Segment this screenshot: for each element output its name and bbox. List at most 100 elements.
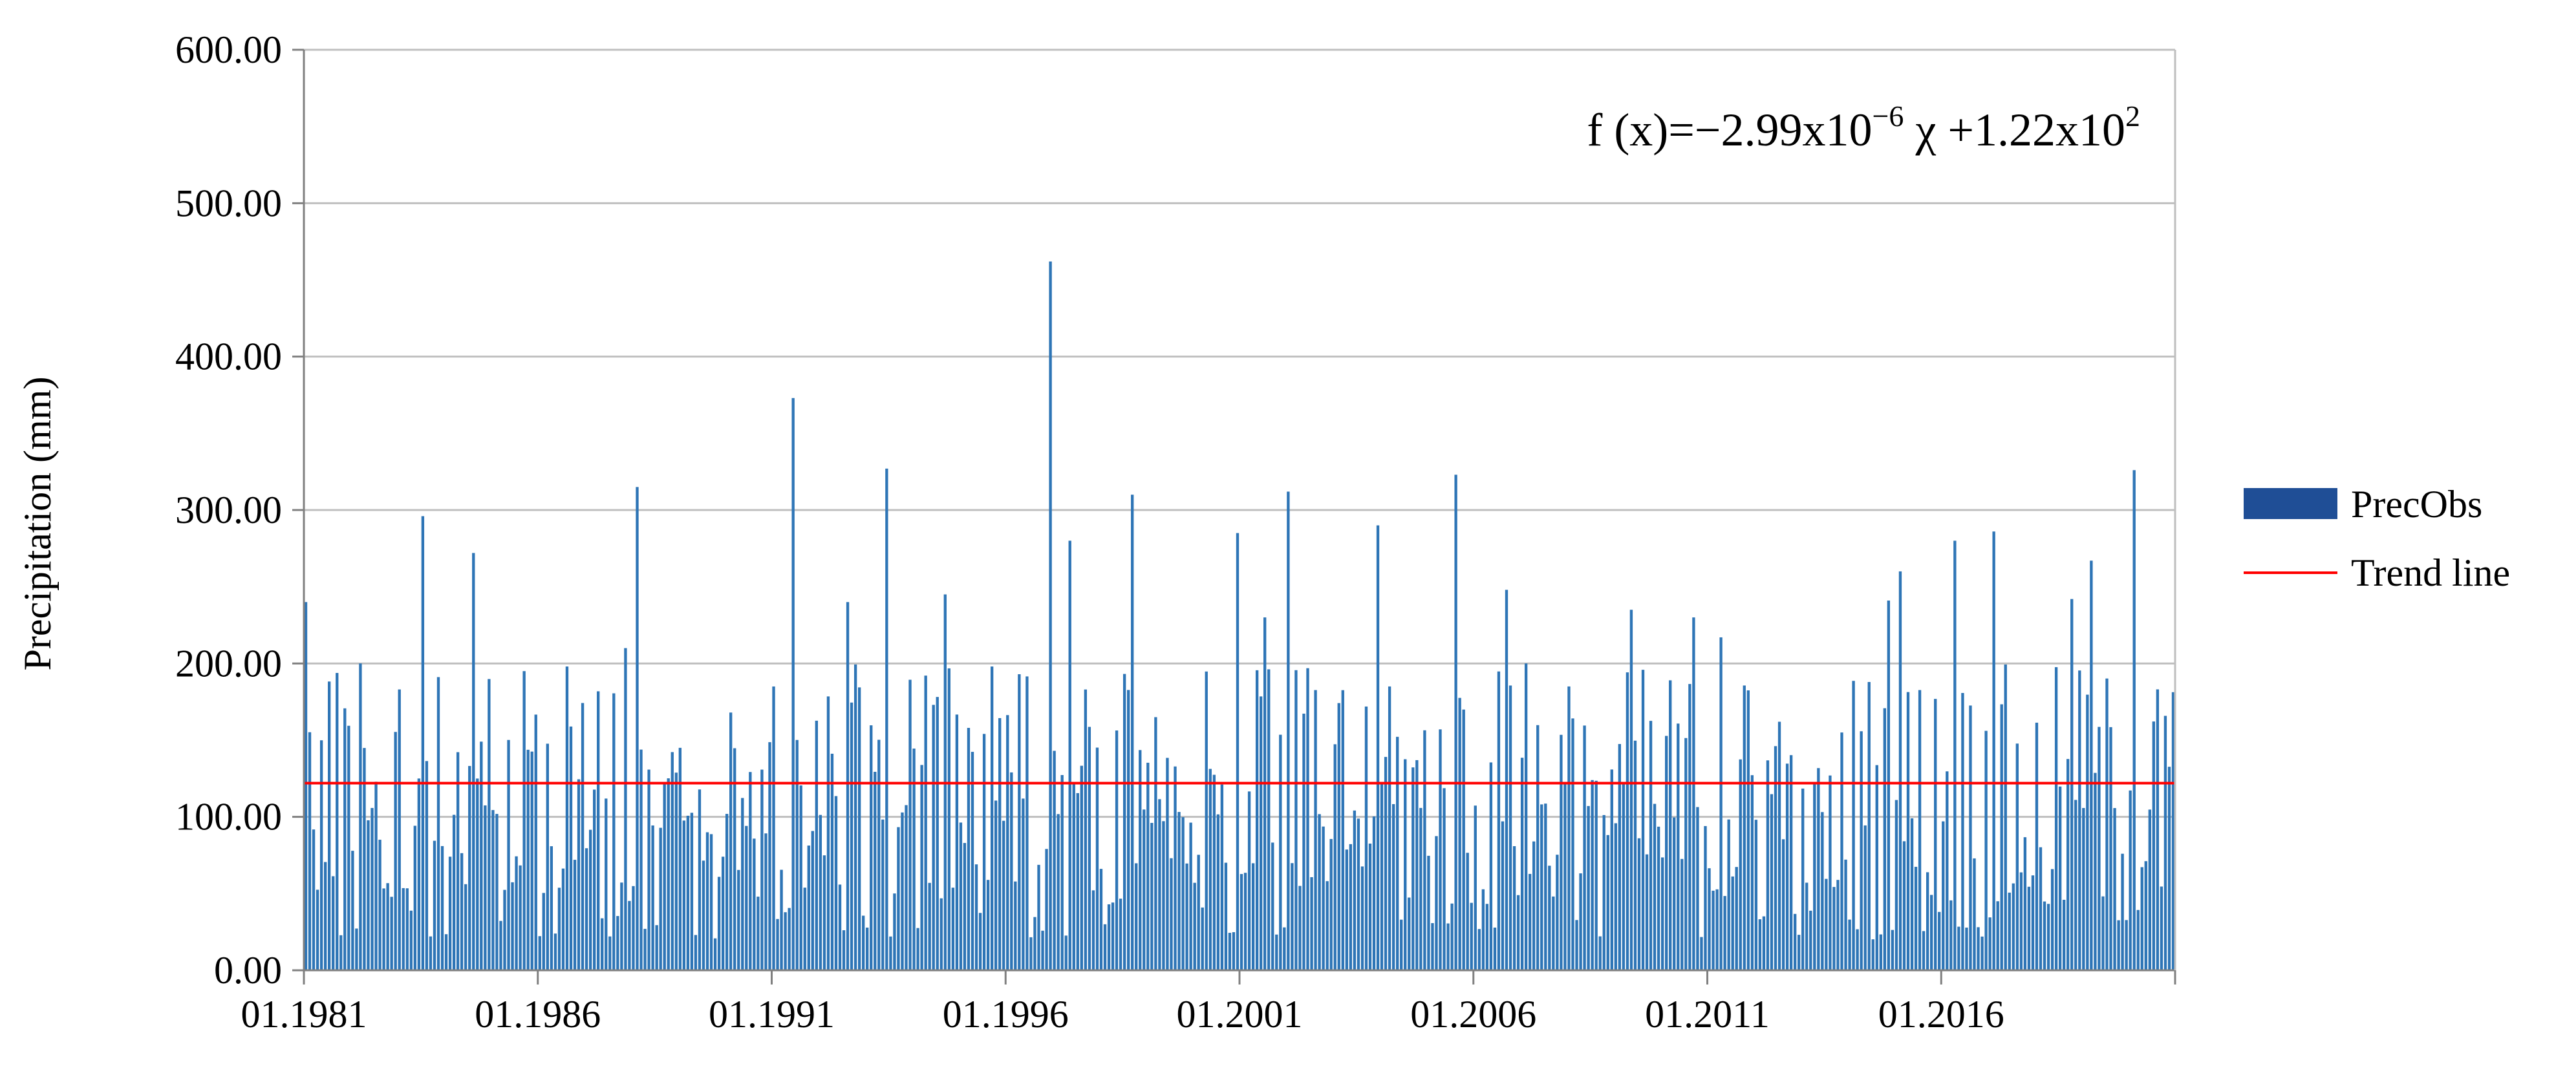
y-tick-label: 600.00 xyxy=(175,28,282,71)
bar-precobs xyxy=(402,888,405,970)
bar-precobs xyxy=(1817,768,1820,970)
bar-precobs xyxy=(1556,855,1559,970)
bar-precobs xyxy=(1984,730,1988,970)
y-tick-labels: 0.00 100.00 200.00 300.00 400.00 500.00 600.00 xyxy=(175,28,282,992)
bar-precobs xyxy=(1840,732,1843,970)
bar-precobs xyxy=(624,648,627,970)
y-tick-label: 300.00 xyxy=(175,489,282,531)
bar-precobs xyxy=(1649,721,1653,970)
bar-precobs xyxy=(1275,934,1278,970)
bar-precobs xyxy=(2113,808,2116,970)
bar-precobs xyxy=(316,889,319,970)
bar-precobs xyxy=(857,687,861,970)
bar-precobs xyxy=(632,886,635,970)
bar-precobs xyxy=(795,740,799,970)
bar-precobs xyxy=(2027,886,2031,970)
bar-precobs xyxy=(982,734,986,970)
trend-equation-exp2: 2 xyxy=(2125,100,2140,133)
bar-precobs xyxy=(515,856,518,970)
bar-precobs xyxy=(955,714,959,970)
bar-precobs xyxy=(1938,911,1941,970)
bar-precobs xyxy=(1263,617,1267,970)
bar-precobs xyxy=(1591,780,1594,970)
bar-precobs xyxy=(413,825,417,970)
bar-precobs xyxy=(476,778,479,970)
bar-precobs xyxy=(1474,805,1477,970)
legend-swatch-precobs xyxy=(2244,488,2337,519)
bar-precobs xyxy=(561,868,565,970)
bar-precobs xyxy=(1618,743,1622,970)
bar-precobs xyxy=(1848,919,1851,970)
bar-precobs xyxy=(588,829,592,970)
bar-precobs xyxy=(526,749,530,970)
bar-precobs xyxy=(928,882,931,970)
bar-precobs xyxy=(2086,694,2089,970)
bar-precobs xyxy=(1154,717,1157,970)
bar-precobs xyxy=(1107,904,1111,970)
bar-precobs xyxy=(534,714,537,970)
bar-precobs xyxy=(1969,705,1972,970)
bar-precobs xyxy=(1798,935,1801,970)
bar-precobs xyxy=(1189,822,1192,970)
bar-precobs xyxy=(877,740,881,970)
bar-precobs xyxy=(1310,877,1313,970)
bar-precobs xyxy=(351,851,354,970)
bar-precobs xyxy=(1018,674,1021,970)
bar-precobs xyxy=(1567,686,1571,970)
bar-precobs xyxy=(1918,690,1922,970)
bar-precobs xyxy=(557,888,561,970)
bar-precobs xyxy=(491,810,495,970)
bar-precobs xyxy=(417,778,421,970)
bar-precobs xyxy=(1657,826,1660,970)
bar-precobs xyxy=(1158,799,1161,970)
bar-precobs xyxy=(1614,823,1617,970)
bar-precobs xyxy=(1563,783,1567,970)
x-tick-label: 01.1991 xyxy=(709,993,835,1036)
bar-precobs xyxy=(323,862,327,970)
bar-precobs xyxy=(1318,814,1321,970)
bar-precobs xyxy=(1045,849,1048,970)
bar-precobs xyxy=(1677,723,1680,970)
bar-precobs xyxy=(1053,750,1056,970)
bar-precobs xyxy=(421,516,425,970)
bar-precobs xyxy=(1598,936,1602,970)
bar-precobs xyxy=(1357,818,1360,970)
bar-precobs xyxy=(986,880,990,970)
bar-precobs xyxy=(1852,681,1855,970)
bar-precobs xyxy=(601,918,604,970)
y-tick-label: 200.00 xyxy=(175,642,282,685)
bar-precobs xyxy=(1821,812,1824,970)
bar-precobs xyxy=(343,708,347,970)
bar-precobs xyxy=(639,749,643,970)
bar-precobs xyxy=(1415,760,1419,970)
bar-precobs xyxy=(1080,765,1083,970)
bar-precobs xyxy=(2148,809,2151,970)
bar-precobs xyxy=(1224,862,1228,970)
bar-precobs xyxy=(1606,835,1609,970)
bar-precobs xyxy=(530,751,533,970)
bar-precobs xyxy=(788,908,791,970)
bar-precobs xyxy=(1727,819,1730,970)
bar-precobs xyxy=(1243,873,1247,970)
bar-precobs xyxy=(1068,540,1071,970)
bar-precobs xyxy=(850,702,853,970)
bar-precobs xyxy=(1240,874,1243,970)
bar-precobs xyxy=(1283,927,1286,970)
bar-precobs xyxy=(874,771,877,970)
bar-precobs xyxy=(1505,590,1508,970)
bar-precobs xyxy=(1992,531,1995,970)
bar-precobs xyxy=(1408,897,1411,970)
bar-precobs xyxy=(2039,847,2043,970)
bar-precobs xyxy=(511,882,514,970)
bar-precobs xyxy=(1575,920,1578,970)
y-tick-label: 500.00 xyxy=(175,182,282,224)
bar-precobs xyxy=(846,602,850,970)
bar-precobs xyxy=(1891,930,1894,970)
bar-precobs xyxy=(1942,821,1945,970)
bar-precobs xyxy=(1789,755,1793,970)
bar-precobs xyxy=(659,827,662,970)
bar-precobs xyxy=(1512,846,1516,970)
bar-precobs xyxy=(1025,676,1029,970)
bar-precobs xyxy=(2152,721,2156,970)
bar-precobs xyxy=(905,805,908,970)
